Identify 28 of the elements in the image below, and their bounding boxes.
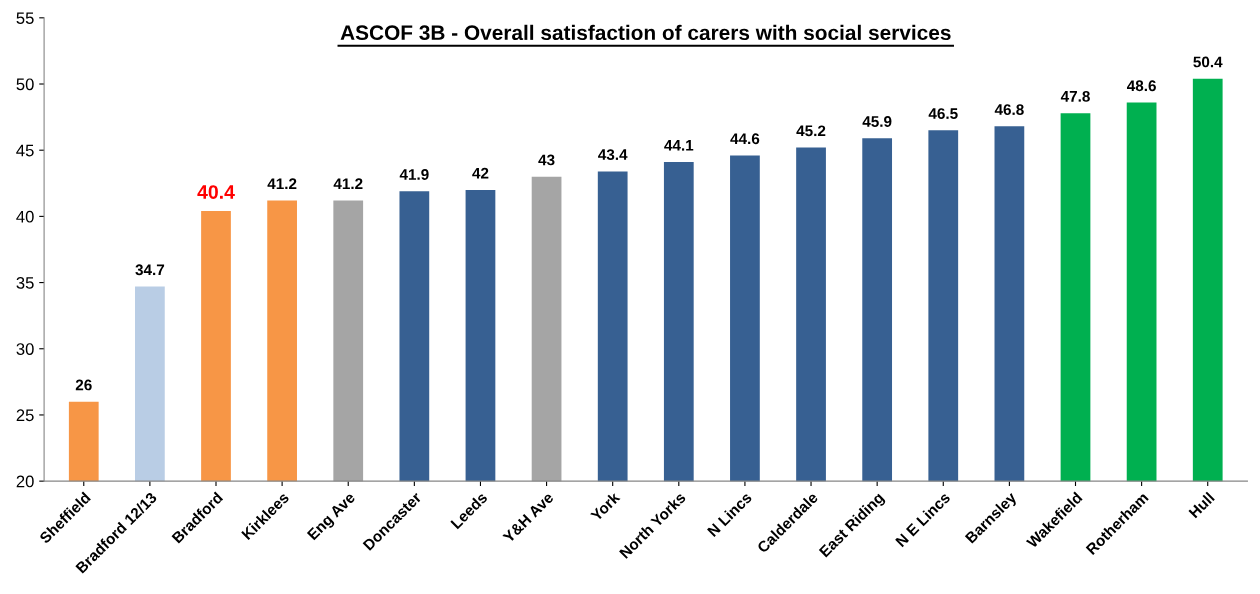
data-label: 46.8 — [994, 104, 1024, 116]
y-tick-label: 35 — [16, 276, 34, 289]
chart-title: ASCOF 3B - Overall satisfaction of carers with social services — [340, 24, 951, 41]
data-label: 45.9 — [862, 116, 892, 127]
y-tick-label: 25 — [16, 409, 34, 422]
data-label: 41.2 — [333, 178, 363, 189]
y-tick-label: 50 — [16, 78, 34, 91]
x-tick-label: Eng Ave — [306, 491, 358, 543]
data-label: 43 — [538, 154, 555, 166]
data-label: 41.2 — [267, 178, 297, 189]
data-label: 44.1 — [664, 140, 694, 151]
y-tick-label: 30 — [16, 343, 34, 355]
y-tick-label: 55 — [16, 12, 34, 25]
data-label: 41.9 — [399, 169, 429, 180]
annotation: 40.4 — [197, 185, 235, 199]
y-tick-label: 20 — [16, 475, 34, 488]
data-label: 34.7 — [135, 264, 165, 276]
y-tick-label: 45 — [16, 144, 34, 157]
data-label: 42 — [472, 167, 489, 179]
data-label: 45.2 — [796, 125, 826, 137]
data-label: 43.4 — [598, 149, 628, 161]
data-label: 26 — [75, 379, 92, 391]
data-label: 48.6 — [1126, 80, 1156, 92]
data-label: 44.6 — [730, 133, 760, 145]
data-label: 50.4 — [1193, 56, 1223, 68]
y-tick-label: 40 — [16, 210, 34, 223]
data-label: 46.5 — [928, 108, 958, 119]
data-label: 47.8 — [1060, 90, 1090, 102]
